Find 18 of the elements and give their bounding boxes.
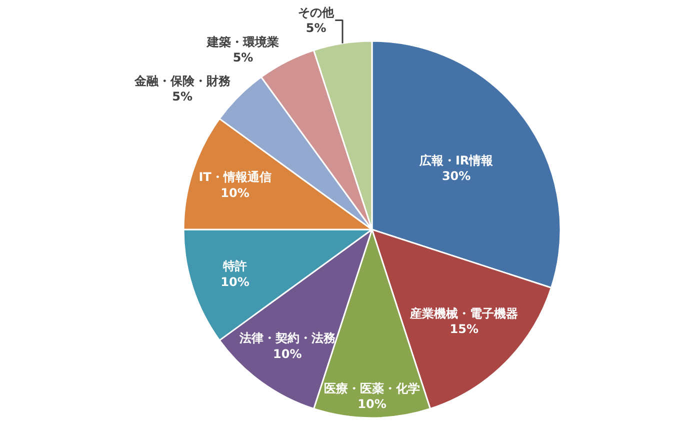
data-label: 10% [358,397,386,412]
data-label: 10% [272,346,302,361]
slice-label: 医療・医薬・化学 [324,382,420,396]
slice-label: 産業機械・電子機器 [409,306,518,320]
data-label: 5% [306,20,326,35]
slice-label: 広報・IR情報 [418,153,494,168]
data-label: 10% [220,274,250,289]
data-label: 15% [450,322,479,336]
slice-label: 建築・環境業 [206,34,280,49]
slice-label: 金融・保険・財務 [133,74,232,88]
slice-label: その他 [298,5,336,20]
data-label: 5% [172,90,192,104]
slice-label: 特許 [222,259,248,274]
slice-label: IT・情報通信 [198,170,272,184]
slice-label: 法律・契約・法務 [238,331,336,346]
data-label: 5% [232,50,254,65]
data-label: 10% [220,186,250,200]
data-label: 30% [442,169,471,184]
